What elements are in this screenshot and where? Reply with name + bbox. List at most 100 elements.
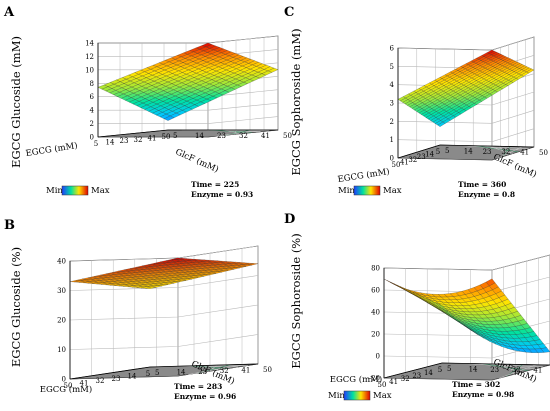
z-tick-label: 20	[371, 331, 380, 339]
z-tick-label: 12	[85, 53, 94, 61]
legend-max-label: Max	[383, 186, 402, 196]
x-tick-label: 41	[533, 367, 542, 375]
z-tick-label: 2	[90, 120, 94, 128]
contour-line	[495, 363, 522, 373]
z-axis-title: EGCG Glucoside (%)	[9, 247, 23, 367]
surface-plot: 0 10 20 30 40 5 14 23 32 41 50 5 14 23 32 41 50	[57, 245, 272, 390]
x-tick-label: 23	[217, 132, 226, 140]
surface-cell	[145, 286, 157, 289]
x-tick-label: 50	[539, 149, 548, 157]
legend-gradient-bar	[353, 185, 381, 196]
y-tick-label: 5	[94, 140, 98, 148]
axis-line	[149, 363, 259, 368]
x-axis-title: GlcF (mM)	[492, 151, 539, 180]
x-tick-label: 23	[483, 148, 492, 156]
legend-max-label: Max	[373, 391, 392, 401]
z-tick-label: 0	[390, 155, 394, 163]
z-tick-label: 40	[57, 258, 66, 266]
y-tick-label: 41	[400, 158, 409, 166]
axis-line	[439, 144, 535, 148]
y-tick-label: 41	[80, 380, 89, 388]
z-tick-label: 6	[90, 93, 95, 101]
legend-max-label: Max	[91, 186, 110, 196]
panel-letter: C	[284, 5, 294, 20]
x-tick-label: 14	[464, 147, 473, 155]
z-tick-label: 10	[57, 346, 66, 354]
z-tick-label: 0	[62, 376, 66, 384]
contour-line	[497, 146, 523, 159]
axis-line	[383, 362, 443, 379]
condition-time: Time = 283	[174, 382, 222, 391]
y-tick-label: 50	[378, 381, 387, 389]
z-tick-label: 40	[371, 309, 380, 317]
surface-cell	[437, 121, 446, 127]
x-tick-label: 23	[490, 366, 499, 374]
color-legend: Min Max	[46, 185, 110, 196]
z-tick-label: 4	[90, 107, 95, 115]
y-axis-title: EGCG (mM)	[40, 384, 92, 395]
axis-line	[441, 362, 550, 366]
panel-a: A EGCG Glucoside (mM) 0 2 4 6 8 10 12 14 5 14 23 32…	[3, 5, 292, 199]
surface-cell	[163, 115, 175, 121]
color-legend: Min Max	[328, 390, 392, 401]
x-tick-label: 14	[177, 368, 186, 376]
z-tick-label: -20	[369, 375, 380, 383]
color-legend: Min Max	[338, 185, 402, 196]
contour-line	[499, 364, 537, 379]
x-tick-label: 14	[195, 132, 204, 140]
legend-gradient-bar	[61, 185, 89, 196]
y-axis-title: EGCG (mM)	[25, 140, 78, 159]
z-tick-label: 6	[390, 45, 395, 53]
z-axis-title: EGCG Glucoside (mM)	[9, 36, 23, 168]
y-tick-label: 50	[392, 161, 401, 169]
y-tick-label: 50	[162, 133, 171, 141]
axis-line	[97, 129, 169, 138]
condition-enzyme: Enzyme = 0.8	[458, 190, 515, 199]
legend-min-label: Min	[328, 391, 345, 401]
x-tick-label: 23	[198, 368, 207, 376]
y-axis-title: EGCG (mM)	[337, 166, 390, 185]
condition-time: Time = 302	[452, 380, 500, 389]
contour-line	[187, 364, 245, 375]
z-tick-label: 10	[85, 66, 94, 74]
y-tick-label: 14	[106, 139, 115, 147]
z-tick-label: 8	[90, 80, 94, 88]
z-axis-title: EGCG Sophoroside (mM)	[289, 28, 303, 175]
y-tick-label: 32	[134, 136, 143, 144]
panel-b: B EGCG Glucoside (%) 0 10 20 30 40 5 14 23 32 41 5…	[4, 218, 272, 401]
x-tick-label: 50	[263, 366, 272, 374]
contour-line	[498, 146, 508, 156]
y-tick-label: 41	[148, 134, 157, 142]
x-axis-title: GlcF (mM)	[174, 146, 221, 175]
y-axis-title: EGCG (mM)	[330, 374, 382, 385]
x-tick-label: 14	[469, 365, 478, 373]
z-tick-label: 14	[85, 40, 94, 48]
x-tick-label: 32	[501, 148, 510, 156]
x-tick-label: 32	[220, 367, 229, 375]
legend-min-label: Min	[338, 186, 355, 196]
surface-plot: -200204060805142332415051423324150	[369, 254, 550, 389]
y-tick-label: 14	[424, 369, 433, 377]
z-tick-label: 2	[390, 118, 394, 126]
z-tick-label: 3	[390, 100, 394, 108]
y-tick-label: 32	[401, 375, 410, 383]
y-tick-label: 5	[436, 148, 440, 156]
condition-time: Time = 225	[191, 180, 239, 189]
z-tick-label: 5	[390, 63, 394, 71]
condition-enzyme: Enzyme = 0.93	[191, 190, 253, 199]
axis-line	[397, 144, 441, 159]
surface-cell	[438, 304, 449, 312]
x-tick-label: 5	[173, 132, 177, 140]
x-tick-label: 41	[261, 132, 270, 140]
surface-mesh	[397, 49, 535, 127]
x-tick-label: 5	[155, 369, 159, 377]
legend-min-label: Min	[46, 186, 63, 196]
y-tick-label: 23	[412, 372, 421, 380]
x-tick-label: 50	[283, 132, 292, 140]
panel-letter: D	[284, 212, 295, 227]
y-tick-label: 50	[64, 382, 73, 390]
surface-mesh	[69, 257, 259, 289]
y-tick-label: 14	[425, 151, 434, 159]
